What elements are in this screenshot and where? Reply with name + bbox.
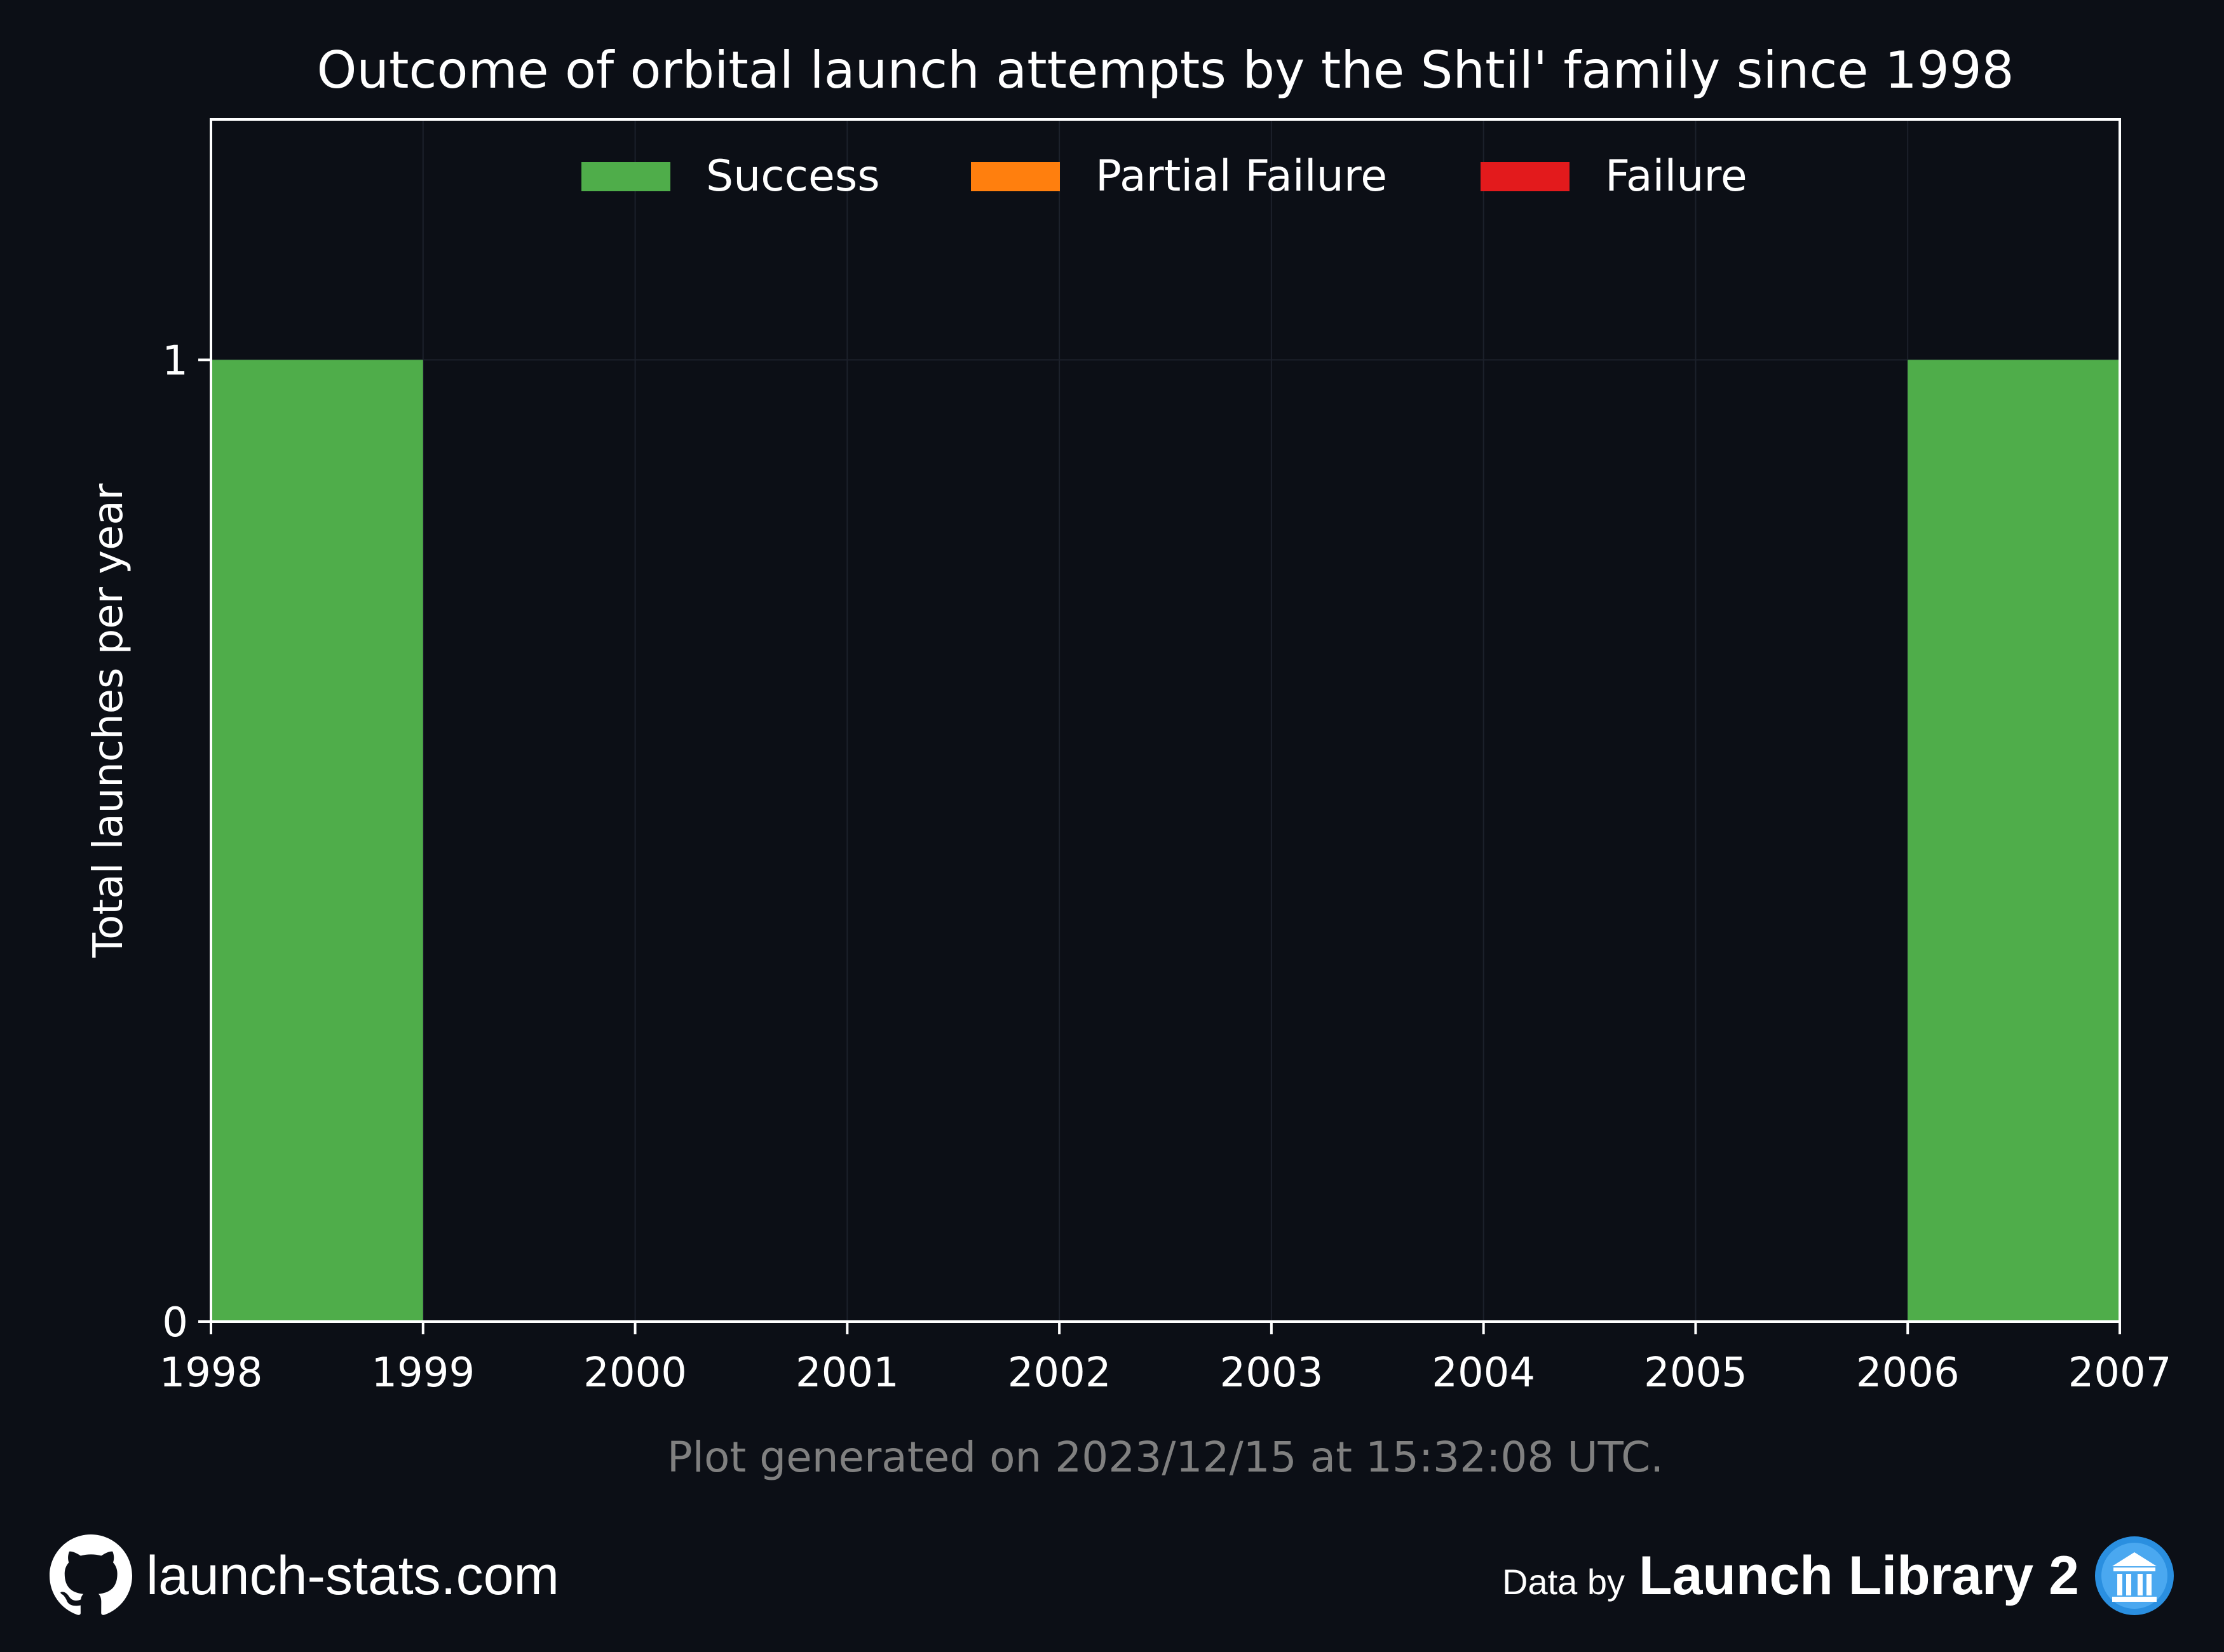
legend-label-success: Success (706, 151, 880, 201)
y-tick-label-0: 0 (162, 1299, 188, 1346)
grid-lines (210, 119, 2120, 1322)
x-tick-label-1998: 1998 (159, 1350, 263, 1397)
x-tick-label-2004: 2004 (1432, 1350, 1535, 1397)
x-tick-label-2003: 2003 (1219, 1350, 1323, 1397)
plot-frame (210, 118, 2121, 1323)
bar-success-2006 (1908, 360, 2120, 1322)
legend-swatch-success (581, 162, 670, 191)
x-tick-label-2001: 2001 (796, 1350, 899, 1397)
bar-success-1998 (211, 360, 423, 1322)
x-tick-label-2005: 2005 (1644, 1350, 1747, 1397)
x-tick-label-2002: 2002 (1008, 1350, 1111, 1397)
x-tick-label-2007: 2007 (2068, 1350, 2172, 1397)
data-by-label: Data by (1502, 1561, 1625, 1602)
x-tick-label-1999: 1999 (371, 1350, 475, 1397)
x-tick-label-2006: 2006 (1856, 1350, 1960, 1397)
footer-right: Data by Launch Library 2 (1502, 1534, 2176, 1617)
launch-library-icon[interactable] (2093, 1534, 2176, 1617)
legend-swatch-failure (1481, 162, 1570, 191)
site-link[interactable]: launch-stats.com (146, 1545, 560, 1606)
legend-swatch-partial-failure (971, 162, 1060, 191)
axis-ticks: 1998 1999 2000 2001 2002 2003 2004 2005 2006 2007… (159, 337, 2172, 1397)
plot-generated-note: Plot generated on 2023/12/15 at 15:32:08… (667, 1433, 1664, 1482)
data-source-link[interactable]: Launch Library 2 (1639, 1545, 2079, 1606)
chart-title: Outcome of orbital launch attempts by th… (316, 41, 2014, 100)
x-tick-label-2000: 2000 (583, 1350, 687, 1397)
y-tick-label-1: 1 (162, 337, 188, 384)
footer-left: launch-stats.com (50, 1534, 559, 1617)
bars (211, 360, 2120, 1322)
y-axis-label: Total launches per year (85, 483, 132, 958)
legend-label-partial-failure: Partial Failure (1095, 151, 1387, 201)
legend-label-failure: Failure (1605, 151, 1747, 201)
legend: Success Partial Failure Failure (581, 151, 1747, 201)
github-icon[interactable] (50, 1534, 132, 1617)
